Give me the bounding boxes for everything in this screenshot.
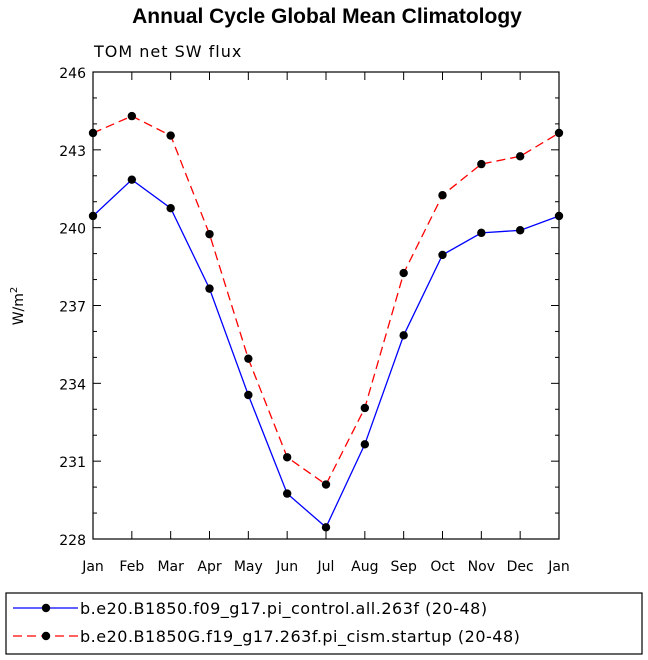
y-tick-label: 243	[59, 144, 86, 160]
series-1-point	[438, 250, 447, 260]
legend-marker-1	[41, 603, 51, 613]
x-tick-label: May	[234, 559, 263, 575]
series-1-point	[88, 211, 98, 221]
series-2-point	[205, 229, 214, 239]
series-2-point	[477, 159, 486, 169]
x-tick-label: Jan	[547, 559, 570, 575]
series-2-point	[360, 403, 370, 413]
x-tick-label: Apr	[197, 559, 221, 575]
legend-box	[5, 592, 643, 655]
y-tick-label: 240	[59, 222, 86, 238]
series-1-point	[282, 489, 292, 498]
y-axis-label-text: W/m	[11, 293, 27, 325]
y-tick-label: 231	[59, 455, 86, 471]
plot-area: 228 231 234 237 240 243 246 Jan Feb Mar Apr May Jun J…	[59, 66, 570, 575]
x-tick-label: Aug	[351, 559, 378, 575]
y-tick-label: 246	[59, 66, 86, 82]
series-1-point	[477, 228, 486, 238]
series-1-point	[515, 226, 525, 235]
series-2-point	[166, 131, 175, 140]
legend: b.e20.B1850.f09_g17.pi_control.all.263f …	[5, 592, 643, 655]
chart-subtitle: TOM net SW flux	[93, 42, 242, 61]
series-1-point	[166, 204, 175, 213]
x-tick-label: Dec	[507, 559, 534, 575]
x-tick-label: Oct	[430, 559, 455, 575]
series-1-point	[399, 331, 408, 340]
series-2-point	[127, 111, 137, 121]
x-tick-label: Jul	[317, 559, 335, 575]
series-1-point	[321, 523, 331, 532]
legend-label-1: b.e20.B1850.f09_g17.pi_control.all.263f …	[80, 599, 488, 619]
plot-frame	[92, 71, 560, 540]
x-tick-label: Jun	[275, 559, 298, 575]
y-axis-label: W/m2	[9, 287, 27, 326]
series-2-point	[282, 453, 292, 462]
y-axis-label-superscript: 2	[9, 287, 20, 293]
series-2-point	[399, 268, 408, 278]
legend-marker-2	[41, 631, 51, 641]
series-2-line	[92, 115, 560, 486]
series-2-point	[515, 152, 525, 161]
x-tick-label: Mar	[157, 559, 184, 575]
series-2-point	[554, 128, 564, 138]
series-1-point	[554, 211, 564, 221]
series-2-point	[438, 191, 447, 200]
y-tick-label: 237	[59, 300, 86, 316]
x-tick-label: Feb	[119, 559, 144, 575]
series-1-point	[127, 175, 137, 184]
legend-label-2: b.e20.B1850G.f19_g17.263f.pi_cism.startu…	[80, 627, 520, 647]
x-tick-label: Nov	[468, 559, 495, 575]
series-2-point	[321, 480, 331, 489]
series-2-point	[244, 354, 253, 363]
y-tick-label: 228	[59, 533, 86, 549]
y-tick-label: 234	[59, 377, 86, 393]
series-1-point	[205, 284, 214, 293]
series-2-point	[88, 128, 98, 138]
series-1-line	[92, 178, 560, 529]
x-tick-label: Sep	[390, 559, 417, 575]
x-tick-label: Jan	[81, 559, 104, 575]
chart-title: Annual Cycle Global Mean Climatology	[132, 5, 522, 28]
series-1-point	[244, 390, 253, 400]
series-1-point	[360, 440, 370, 449]
